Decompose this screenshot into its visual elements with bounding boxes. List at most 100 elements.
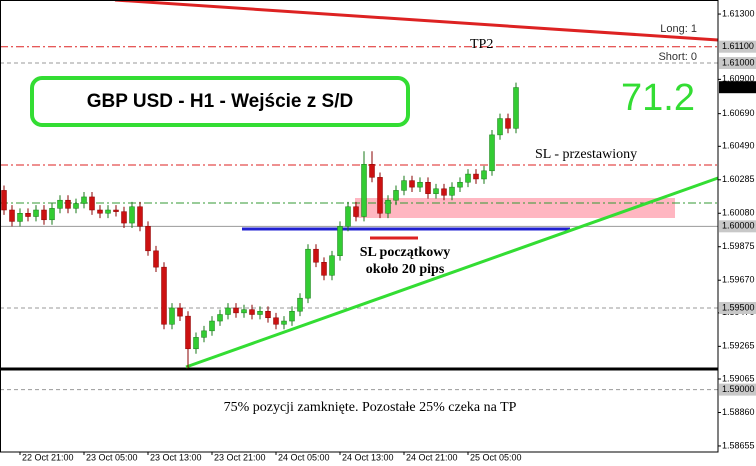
candle-body — [297, 297, 303, 312]
x-tick-label: 24 Oct 13:00 — [342, 452, 394, 462]
candle-body — [89, 196, 95, 211]
candles — [1, 82, 519, 369]
candle-body — [265, 310, 271, 319]
candle-body — [273, 317, 279, 325]
level-badge — [719, 57, 756, 70]
candle-body — [313, 248, 319, 263]
x-tick-label: 24 Oct 21:00 — [406, 452, 458, 462]
candle-body — [217, 314, 223, 322]
y-tick-label: 1.60900 — [722, 74, 755, 84]
candle-body — [481, 170, 487, 180]
note: 75% pozycji zamknięte. Pozostałe 25% cze… — [224, 400, 517, 415]
supply-demand-zone — [355, 198, 675, 218]
candle-body — [25, 213, 31, 217]
x-tick-label: 24 Oct 05:00 — [278, 452, 330, 462]
candle-body — [425, 181, 431, 194]
candle-body — [345, 206, 351, 227]
level-badge — [719, 220, 756, 233]
candle-body — [393, 190, 399, 201]
tp2-label: TP2 — [470, 37, 493, 52]
y-tick-label: 1.58860 — [722, 407, 755, 417]
level-label: 1.59000 — [722, 384, 755, 394]
candle-body — [433, 188, 439, 194]
sl-moved-label: SL - przestawiony — [535, 147, 637, 162]
candle-body — [81, 196, 87, 204]
candle-body — [41, 209, 47, 221]
y-tick-label: 1.60490 — [722, 141, 755, 151]
y-tick-label: 1.59065 — [722, 373, 755, 383]
candle-body — [473, 173, 479, 180]
sl-initial-label: około 20 pips — [366, 262, 445, 277]
candle-body — [337, 226, 343, 256]
level-label: 1.60852 — [722, 82, 755, 92]
candle-body — [17, 213, 23, 222]
candle-body — [321, 262, 327, 276]
candle-body — [289, 310, 295, 322]
candle-body — [129, 206, 135, 224]
candle-body — [121, 211, 127, 224]
candle-body — [457, 181, 463, 188]
candle-body — [257, 310, 263, 315]
candle-body — [329, 255, 335, 276]
time-axis — [0, 452, 756, 466]
level-badge — [719, 301, 756, 314]
candle-body — [137, 206, 143, 227]
candle-body — [113, 209, 119, 212]
candle-body — [161, 266, 167, 325]
candle-body — [105, 209, 111, 214]
candle-body — [281, 320, 287, 325]
short-label: Short: 0 — [658, 51, 697, 63]
candle-body — [209, 320, 215, 332]
y-tick-label: 1.59265 — [722, 341, 755, 351]
candle-body — [153, 250, 159, 268]
candle-body — [169, 307, 175, 325]
trendline-red — [114, 0, 719, 42]
candle-body — [369, 164, 375, 178]
candle-body — [417, 181, 423, 188]
candle-body — [185, 315, 191, 350]
candle-body — [513, 87, 519, 129]
y-tick-label: 1.60690 — [722, 108, 755, 118]
candle-body — [33, 209, 39, 217]
candle-body — [505, 118, 511, 129]
candle-body — [177, 307, 183, 317]
candle-body — [465, 173, 471, 183]
candle-body — [9, 209, 15, 222]
candle-body — [401, 180, 407, 191]
price-axis — [718, 0, 756, 466]
x-tick-label: 22 Oct 21:00 — [22, 452, 74, 462]
chart-title: GBP USD - H1 - Wejście z S/D — [87, 91, 353, 112]
candle-body — [225, 307, 231, 315]
candle-body — [249, 309, 255, 315]
score: 71.2 — [621, 77, 695, 119]
x-tick-label: 23 Oct 13:00 — [150, 452, 202, 462]
candle-body — [193, 337, 199, 350]
y-tick-label: 1.59670 — [722, 275, 755, 285]
candle-body — [385, 199, 391, 214]
level-badge — [719, 40, 756, 53]
candle-body — [497, 118, 503, 136]
candle-body — [57, 199, 63, 209]
level-badge — [719, 383, 756, 396]
level-label: 1.61100 — [722, 41, 754, 51]
x-tick-label: 23 Oct 21:00 — [214, 452, 266, 462]
title-box — [30, 76, 410, 127]
x-tick-label: 25 Oct 05:00 — [470, 452, 522, 462]
plot-area — [0, 46, 718, 391]
candle-body — [49, 208, 55, 221]
level-badge — [719, 81, 756, 94]
sl-initial-label: SL początkowy — [360, 245, 451, 260]
y-tick-label: 1.59875 — [722, 241, 755, 251]
candle-body — [377, 177, 383, 214]
y-tick-label: 1.60285 — [722, 174, 755, 184]
plot-border — [0, 0, 719, 453]
candle-body — [441, 188, 447, 196]
level-label: 1.59500 — [722, 302, 755, 312]
candle-body — [201, 330, 207, 338]
level-label: 1.61000 — [722, 57, 755, 67]
level-label: 1.60000 — [722, 221, 755, 231]
candle-body — [65, 199, 71, 209]
